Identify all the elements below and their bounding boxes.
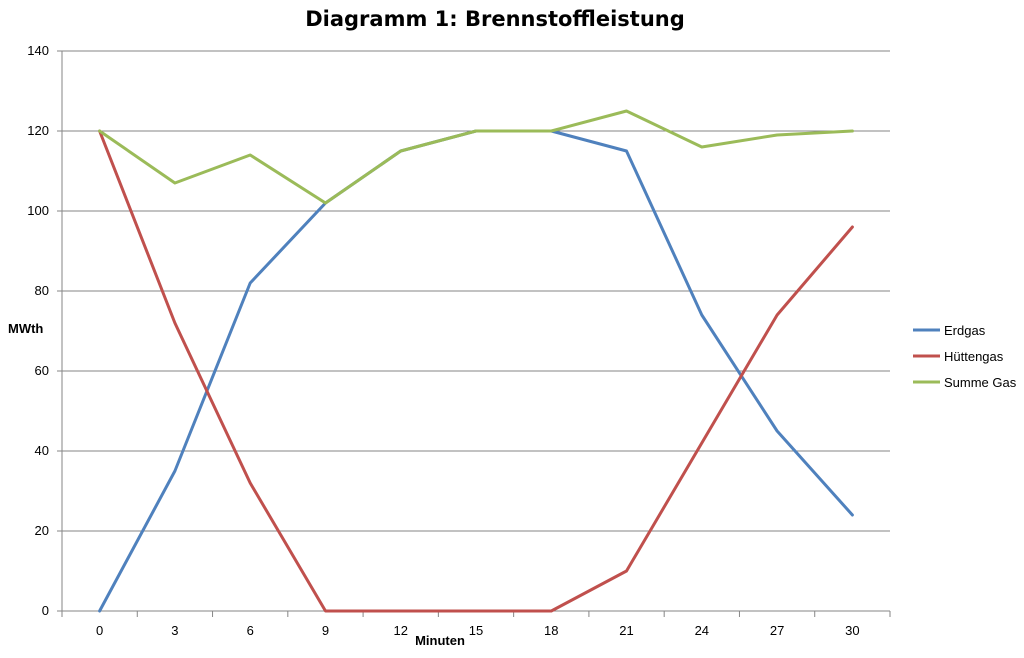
x-axis-title: Minuten — [415, 633, 465, 648]
legend: Erdgas Hüttengas Summe Gas — [913, 323, 1017, 390]
x-tick-label: 30 — [845, 623, 859, 638]
series-line-summe-gas — [98, 109, 854, 205]
x-tick-label: 21 — [619, 623, 633, 638]
y-tick-label: 20 — [35, 523, 49, 538]
series-lines — [98, 109, 854, 613]
y-axis-title: MWth — [8, 321, 43, 336]
gridlines — [62, 50, 890, 532]
legend-label: Hüttengas — [944, 349, 1004, 364]
y-tick-label: 80 — [35, 283, 49, 298]
x-tick-label: 27 — [770, 623, 784, 638]
x-tick-label: 6 — [247, 623, 254, 638]
y-tick-label: 0 — [42, 603, 49, 618]
y-tick-label: 120 — [27, 123, 49, 138]
x-tick-label: 3 — [171, 623, 178, 638]
y-tick-label: 40 — [35, 443, 49, 458]
legend-label: Erdgas — [944, 323, 986, 338]
y-tick-label: 60 — [35, 363, 49, 378]
x-tick-label: 15 — [469, 623, 483, 638]
x-tick-label: 9 — [322, 623, 329, 638]
x-axis-tick-labels: 0 3 6 9 12 15 18 21 24 27 30 — [96, 623, 860, 638]
x-tick-label: 18 — [544, 623, 558, 638]
series-line-h-ttengas — [98, 129, 854, 613]
chart-title: Diagramm 1: Brennstoffleistung — [305, 7, 685, 31]
x-tick-label: 12 — [393, 623, 407, 638]
y-tick-label: 100 — [27, 203, 49, 218]
y-tick-label: 140 — [27, 43, 49, 58]
y-axis-tick-labels: 0 20 40 60 80 100 120 140 — [27, 43, 49, 618]
legend-label: Summe Gas — [944, 375, 1017, 390]
x-tick-label: 24 — [695, 623, 709, 638]
x-tick-label: 0 — [96, 623, 103, 638]
